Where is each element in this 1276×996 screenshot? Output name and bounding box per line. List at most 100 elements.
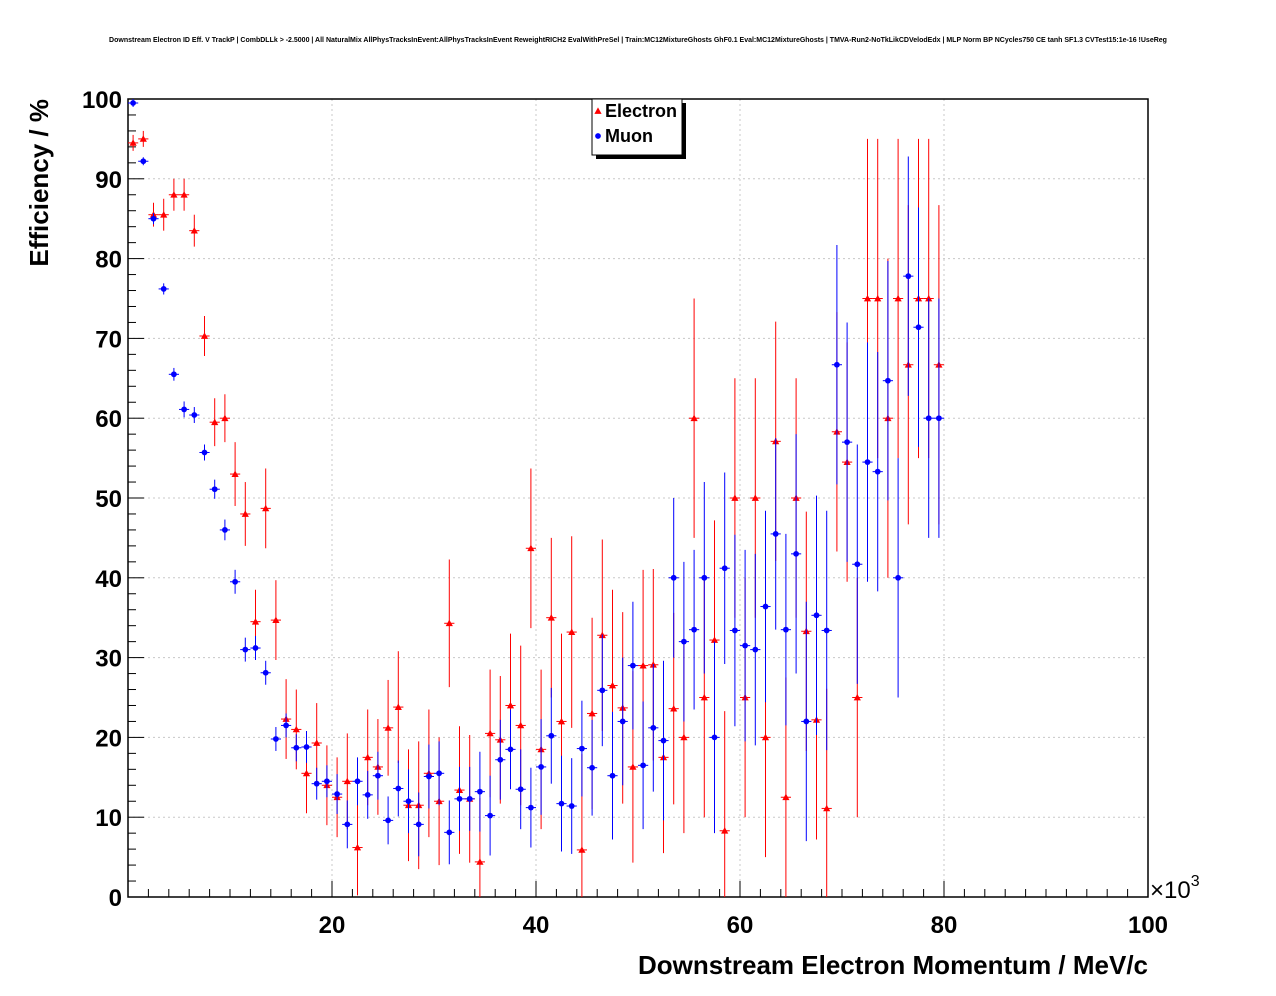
data-point — [313, 780, 320, 787]
x-tick-label: 20 — [319, 912, 346, 939]
data-point — [895, 574, 901, 581]
data-point — [660, 737, 667, 744]
data-point — [711, 734, 718, 741]
data-point — [477, 788, 483, 795]
data-point — [231, 470, 239, 477]
data-point — [844, 439, 850, 446]
data-point — [853, 693, 861, 701]
data-point — [915, 324, 922, 331]
data-point — [680, 733, 688, 741]
data-point — [863, 294, 872, 302]
data-point — [528, 804, 534, 811]
data-point — [813, 612, 820, 619]
data-point — [344, 821, 351, 828]
data-point — [222, 527, 228, 533]
data-point — [609, 772, 616, 779]
data-point — [527, 544, 535, 552]
data-point — [721, 565, 728, 572]
data-point — [375, 772, 381, 779]
data-point — [262, 504, 270, 512]
data-point — [925, 415, 932, 422]
data-point — [394, 703, 402, 710]
data-point — [630, 662, 636, 669]
data-point — [834, 361, 840, 368]
data-point — [364, 791, 371, 798]
data-point — [823, 627, 830, 634]
data-point — [547, 614, 555, 621]
x-axis-title: Downstream Electron Momentum / MeV/c — [638, 950, 1148, 980]
data-point — [486, 729, 494, 737]
data-point — [506, 701, 515, 709]
y-tick-label: 90 — [95, 167, 122, 194]
data-point — [251, 618, 260, 625]
data-point — [507, 746, 514, 753]
data-point — [578, 846, 586, 853]
data-point — [160, 211, 168, 218]
data-point — [594, 107, 602, 114]
y-axis-title: Efficiency / % — [24, 99, 54, 267]
data-point — [436, 770, 442, 777]
data-point — [905, 273, 912, 280]
y-tick-label: 50 — [95, 486, 122, 513]
y-tick-label: 60 — [95, 406, 122, 433]
data-point — [191, 412, 198, 418]
data-point — [140, 158, 147, 165]
data-point — [762, 603, 769, 610]
legend-label: Muon — [605, 126, 653, 146]
data-point — [639, 661, 647, 669]
data-point — [885, 377, 891, 384]
data-point — [384, 724, 392, 731]
data-point — [415, 821, 422, 828]
legend-entry-muon: Muon — [595, 126, 653, 146]
y-tick-label: 0 — [109, 885, 122, 912]
chart-title: Downstream Electron ID Eff. V TrackP | C… — [109, 37, 1167, 44]
data-point — [731, 494, 739, 501]
y-tick-label: 70 — [95, 326, 122, 353]
data-point — [854, 561, 861, 568]
data-point — [595, 133, 601, 139]
data-point — [864, 459, 871, 465]
legend: Electron Muon — [591, 98, 686, 159]
data-point — [252, 645, 259, 651]
x-tick-label: 60 — [727, 912, 754, 939]
series-muon — [128, 99, 944, 865]
x-axis-multiplier: ×103 — [1150, 873, 1200, 904]
x-tick-label: 100 — [1128, 912, 1168, 939]
data-point — [313, 739, 321, 746]
data-point — [579, 745, 585, 752]
axis-ticks: 20 40 60 80 100 0 10 20 30 40 50 60 70 80 90 100 — [82, 87, 1168, 939]
data-point — [353, 843, 362, 851]
data-point — [782, 793, 790, 801]
data-point — [303, 744, 310, 750]
data-point — [150, 215, 157, 222]
data-point — [466, 795, 473, 802]
x-tick-label: 80 — [931, 912, 958, 939]
data-point — [385, 817, 391, 824]
data-point — [343, 777, 351, 785]
data-point — [487, 812, 493, 819]
data-point — [538, 764, 544, 770]
data-point — [211, 486, 218, 493]
data-point — [558, 800, 565, 807]
data-point — [823, 804, 831, 812]
legend-label: Electron — [605, 101, 677, 121]
data-point — [241, 510, 249, 517]
data-point — [292, 725, 300, 733]
data-point — [742, 642, 748, 649]
data-point — [681, 638, 687, 645]
data-point — [129, 139, 137, 146]
data-point — [324, 778, 330, 785]
data-point — [334, 791, 340, 797]
data-point — [200, 332, 209, 339]
data-point — [670, 574, 677, 581]
data-point — [640, 762, 646, 769]
data-point — [751, 494, 759, 501]
data-point — [670, 705, 678, 712]
data-point — [752, 646, 759, 653]
data-point — [211, 418, 219, 426]
data-point — [557, 717, 566, 725]
data-point — [170, 191, 178, 198]
data-point — [793, 550, 799, 557]
data-point — [608, 681, 617, 689]
data-point — [476, 858, 484, 865]
